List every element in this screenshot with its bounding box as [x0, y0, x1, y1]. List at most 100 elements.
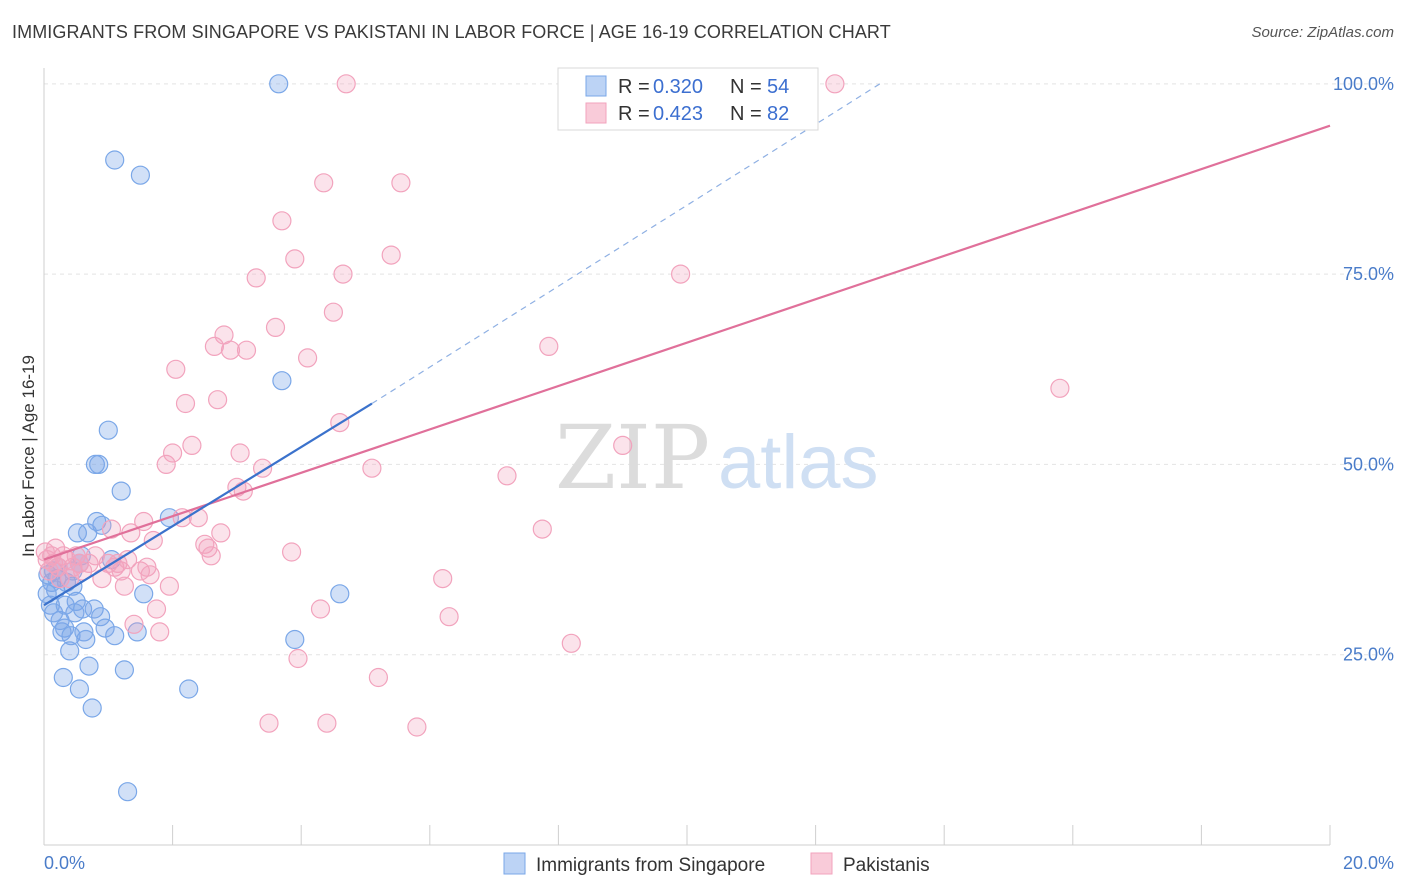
pakistanis-point-79	[539, 336, 559, 356]
pakistanis-point-40	[182, 435, 202, 455]
x-ticks	[43, 825, 1331, 845]
trend-lines	[43, 83, 1331, 607]
pakistanis-point-64	[314, 173, 334, 193]
pakistanis-point-71	[368, 667, 388, 688]
pakistanis-point-49	[220, 340, 241, 360]
singapore-point-16	[67, 523, 88, 543]
bottom-legend-label-singapore: Immigrants from Singapore	[536, 855, 765, 876]
legend-n-value-singapore: 54	[767, 76, 789, 98]
legend-r-value-pakistanis: 0.423	[653, 103, 703, 125]
pakistanis-point-37	[166, 359, 186, 379]
singapore-point-29	[90, 607, 111, 627]
pakistanis-point-57	[265, 317, 286, 337]
singapore-point-45	[272, 371, 292, 391]
watermark: ZIP atlas	[555, 406, 879, 509]
singapore-point-17	[69, 679, 90, 699]
pakistanis-point-51	[230, 443, 250, 463]
singapore-point-15	[66, 591, 86, 612]
x-tick-label-min: 0.0%	[44, 853, 85, 873]
singapore-point-11	[60, 641, 80, 661]
pakistanis-point-75	[433, 568, 453, 589]
pakistanis-point-70	[362, 458, 382, 478]
pakistanis-point-28	[134, 511, 154, 532]
pakistanis-point-59	[282, 542, 302, 562]
pakistanis-point-23	[114, 576, 135, 596]
bottom-legend-label-pakistanis: Pakistanis	[843, 855, 930, 876]
legend-r-value-singapore: 0.320	[653, 76, 703, 98]
pakistanis-point-63	[310, 599, 331, 619]
pakistanis-point-43	[198, 538, 218, 558]
pakistanis-point-85	[1050, 378, 1070, 398]
singapore-point-48	[43, 603, 64, 623]
singapore-point-46	[285, 629, 305, 650]
pakistanis-point-69	[336, 74, 356, 94]
singapore-point-44	[269, 74, 289, 94]
bottom-legend-swatch-singapore	[503, 852, 526, 875]
pakistanis-point-58	[272, 211, 292, 231]
singapore-point-28	[89, 454, 109, 474]
chart-title: IMMIGRANTS FROM SINGAPORE VS PAKISTANI I…	[12, 22, 891, 42]
pakistanis-point-35	[159, 576, 179, 596]
watermark-atlas: atlas	[718, 420, 879, 505]
legend-n-label-singapore: N =	[730, 76, 762, 98]
trend-line-singapore-extension	[371, 83, 881, 405]
legend-swatch-pakistanis	[585, 102, 607, 124]
pakistanis-point-72	[381, 245, 401, 265]
pakistanis-point-54	[246, 268, 266, 288]
singapore-point-34	[105, 626, 125, 646]
y-tick-label-100: 100.0%	[1333, 74, 1394, 94]
pakistanis-point-39	[175, 393, 196, 414]
pakistanis-point-60	[285, 249, 305, 269]
singapore-point-24	[82, 698, 102, 718]
pakistanis-point-33	[150, 622, 170, 642]
singapore-point-30	[92, 515, 112, 535]
trend-line-pakistanis	[43, 124, 1331, 561]
y-tick-label-50: 50.0%	[1343, 454, 1394, 474]
pakistanis-point-14	[72, 561, 93, 581]
singapore-point-9	[54, 618, 75, 638]
pakistanis-point-46	[208, 390, 228, 410]
chart-source: Source: ZipAtlas.com	[1251, 24, 1394, 41]
pakistanis-point-81	[613, 435, 633, 455]
legend-r-label-singapore: R =	[618, 76, 650, 98]
pakistanis-point-36	[163, 443, 183, 463]
stats-legend: R = 0.320 N = 54 R = 0.423 N = 82	[557, 67, 819, 131]
pakistanis-point-65	[317, 713, 337, 733]
singapore-point-31	[95, 618, 115, 638]
pakistanis-point-73	[391, 173, 411, 193]
pakistanis-point-84	[825, 74, 845, 94]
singapore-point-25	[84, 599, 104, 619]
singapore-point-20	[74, 622, 94, 642]
watermark-zip: ZIP	[555, 406, 710, 509]
pakistanis-point-74	[407, 717, 427, 737]
pakistanis-point-34	[156, 454, 176, 474]
pakistanis-point-83	[670, 264, 691, 284]
pakistanis-point-62	[298, 348, 318, 368]
singapore-point-37	[114, 660, 135, 680]
legend-r-label-pakistanis: R =	[618, 103, 650, 125]
pakistanis-point-61	[288, 648, 308, 669]
legend-swatch-singapore	[585, 75, 607, 97]
singapore-point-32	[98, 420, 118, 440]
singapore-point-38	[117, 782, 138, 802]
trend-line-singapore	[43, 402, 373, 607]
singapore-point-40	[130, 165, 150, 185]
pakistanis-point-47	[211, 523, 231, 543]
singapore-point-43	[179, 679, 199, 699]
pakistanis-point-76	[439, 607, 459, 627]
singapore-point-51	[55, 595, 75, 615]
pakistanis-point-66	[323, 302, 343, 322]
y-tick-label-75: 75.0%	[1343, 264, 1394, 284]
bottom-legend: Immigrants from Singapore Pakistanis	[503, 852, 930, 876]
pakistanis-point-30	[140, 565, 160, 585]
pakistanis-point-68	[333, 264, 353, 284]
y-axis-label: In Labor Force | Age 16-19	[19, 355, 38, 557]
pakistanis-point-32	[146, 599, 167, 619]
singapore-point-8	[53, 667, 73, 688]
pakistanis-point-44	[201, 546, 221, 566]
singapore-point-35	[105, 150, 125, 170]
pakistanis-point-42	[195, 534, 215, 554]
singapore-point-47	[330, 584, 350, 604]
singapore-point-23	[79, 656, 99, 676]
